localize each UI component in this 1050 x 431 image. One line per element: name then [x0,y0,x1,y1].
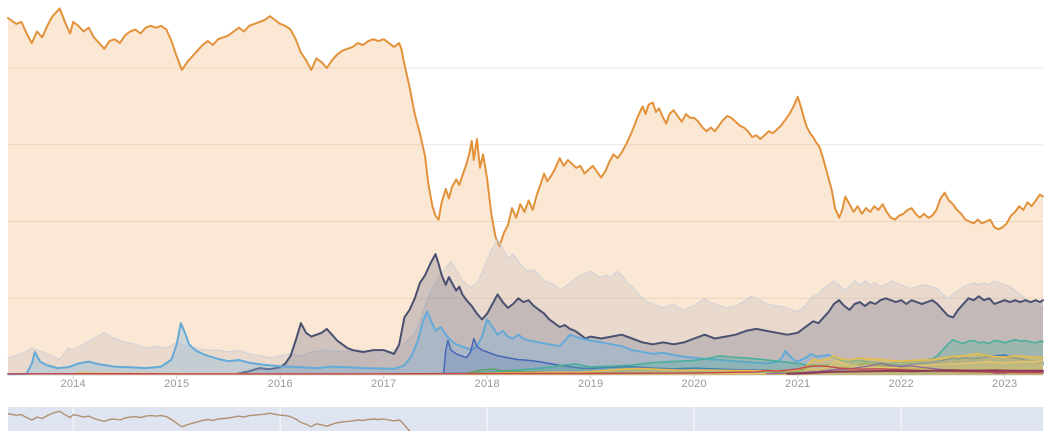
series-line-sky-blue [7,310,1044,376]
series-area-sky-blue [8,311,1043,375]
series-area-others-gray [8,238,1043,375]
series-area-orange [8,8,1043,375]
series-line-others-gray [7,238,1044,361]
series-area-navy [236,254,1043,375]
navigator-background [8,407,1043,431]
series-line-maroon [786,369,1044,375]
series-line-navy [235,253,1044,375]
navigator-series-line [7,410,411,431]
series-line-gold [460,352,1044,375]
series-line-orange [7,7,1044,248]
